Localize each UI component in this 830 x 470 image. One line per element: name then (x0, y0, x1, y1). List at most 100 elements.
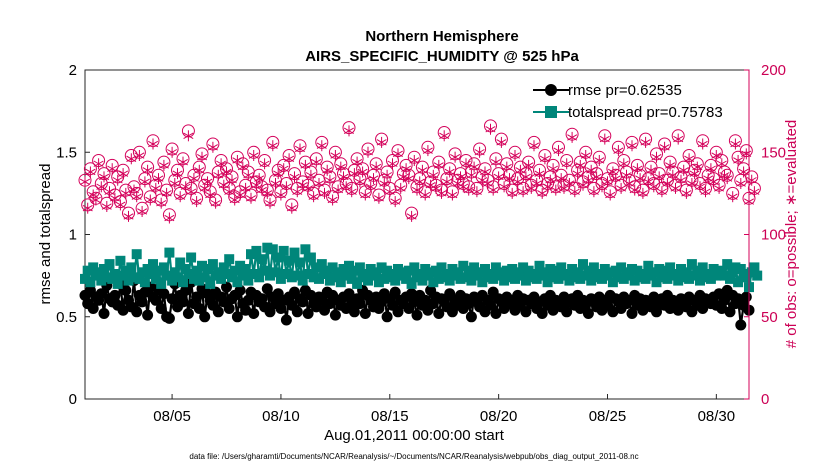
totalspread-point (248, 269, 259, 279)
legend-label-totalspread: totalspread pr=0.75783 (568, 104, 723, 121)
evaluated-obs-marker (248, 150, 259, 161)
rmse-point (536, 308, 548, 319)
evaluated-obs-marker (474, 146, 485, 158)
asterisk-stroke (735, 180, 746, 187)
evaluated-obs-marker (123, 210, 134, 222)
evaluated-obs-marker (243, 169, 254, 181)
evaluated-obs-marker (175, 191, 186, 203)
asterisk-stroke (616, 185, 627, 192)
rmse-point (392, 306, 404, 318)
evaluated-obs-marker (232, 155, 243, 166)
totalspread-point (295, 257, 305, 268)
totalspread-point (129, 272, 139, 283)
totalspread-point (545, 264, 556, 274)
asterisk-stroke (270, 180, 281, 187)
evaluated-obs-marker (224, 186, 235, 198)
asterisk-stroke (640, 139, 651, 146)
evaluated-obs-marker (148, 138, 159, 150)
evaluated-obs-marker (99, 171, 110, 183)
evaluated-obs-marker (714, 182, 725, 194)
totalspread-point (213, 267, 224, 278)
evaluated-obs-marker (575, 159, 586, 171)
totalspread-point (670, 269, 681, 279)
totalspread-point (488, 273, 499, 284)
asterisk-stroke (167, 149, 178, 156)
asterisk-stroke (575, 162, 586, 169)
asterisk-stroke (602, 178, 613, 186)
asterisk-stroke (229, 196, 240, 204)
evaluated-obs-marker (626, 140, 637, 152)
asterisk-stroke (651, 153, 662, 161)
evaluated-obs-marker (507, 187, 518, 199)
evaluated-obs-marker (303, 182, 314, 194)
evaluated-obs-marker (553, 145, 564, 157)
totalspread-point (613, 272, 624, 283)
asterisk-stroke (188, 175, 199, 182)
evaluated-obs-marker (319, 187, 330, 199)
asterisk-stroke (409, 157, 420, 164)
totalspread-point (267, 244, 278, 255)
asterisk-stroke (371, 163, 382, 171)
totalspread-point (686, 259, 697, 270)
asterisk-stroke (199, 185, 210, 192)
evaluated-obs-marker (567, 131, 578, 143)
legend-marker-totalspread (545, 106, 557, 118)
asterisk-stroke (689, 170, 700, 177)
totalspread-point (270, 267, 281, 278)
asterisk-stroke (284, 155, 295, 163)
x-tick-label: 08/15 (371, 408, 409, 425)
asterisk-stroke (392, 150, 403, 158)
totalspread-point (681, 267, 692, 278)
rmse-point (626, 308, 638, 319)
asterisk-stroke (235, 191, 246, 199)
totalspread-point (553, 273, 564, 284)
totalspread-point (101, 272, 112, 283)
evaluated-obs-marker (150, 182, 161, 194)
asterisk-stroke (667, 172, 678, 179)
totalspread-point (605, 267, 616, 278)
evaluated-obs-marker (229, 194, 240, 206)
evaluated-obs-marker (371, 161, 382, 173)
asterisk-stroke (485, 126, 496, 133)
evaluated-obs-marker (294, 143, 305, 155)
evaluated-obs-marker (354, 176, 365, 188)
asterisk-stroke (605, 191, 616, 199)
totalspread-point (564, 275, 575, 286)
totalspread-point (441, 269, 452, 279)
asterisk-stroke (567, 134, 578, 141)
evaluated-obs-marker (406, 210, 417, 222)
asterisk-stroke (254, 175, 265, 182)
asterisk-stroke (501, 163, 512, 171)
evaluated-obs-marker (278, 163, 289, 175)
asterisk-stroke (431, 185, 442, 192)
totalspread-point (618, 273, 629, 284)
evaluated-obs-marker (139, 176, 150, 188)
totalspread-point (722, 259, 733, 270)
asterisk-stroke (221, 168, 232, 176)
evaluated-obs-marker (613, 145, 624, 157)
totalspread-point (401, 273, 412, 284)
asterisk-stroke (373, 195, 384, 202)
totalspread-point (708, 264, 719, 274)
asterisk-stroke (439, 132, 450, 140)
evaluated-obs-marker (643, 176, 654, 188)
evaluated-obs-marker (749, 186, 760, 198)
totalspread-point (363, 275, 373, 286)
y-right-tick-label: 0 (761, 391, 769, 408)
y-right-tick-label: 200 (761, 62, 786, 79)
asterisk-stroke (346, 188, 357, 195)
evaluated-obs-marker (107, 163, 118, 175)
totalspread-point (452, 267, 463, 278)
evaluated-obs-marker (262, 187, 273, 199)
evaluated-obs-marker (346, 186, 357, 198)
evaluated-obs-marker (156, 197, 167, 209)
evaluated-obs-marker (681, 187, 692, 199)
rmse-point (582, 308, 594, 319)
totalspread-point (286, 272, 297, 283)
totalspread-point (275, 273, 286, 284)
asterisk-stroke (161, 190, 172, 197)
evaluated-obs-marker (529, 140, 540, 152)
asterisk-stroke (681, 190, 692, 197)
totalspread-point (80, 273, 90, 284)
totalspread-point (651, 277, 662, 288)
